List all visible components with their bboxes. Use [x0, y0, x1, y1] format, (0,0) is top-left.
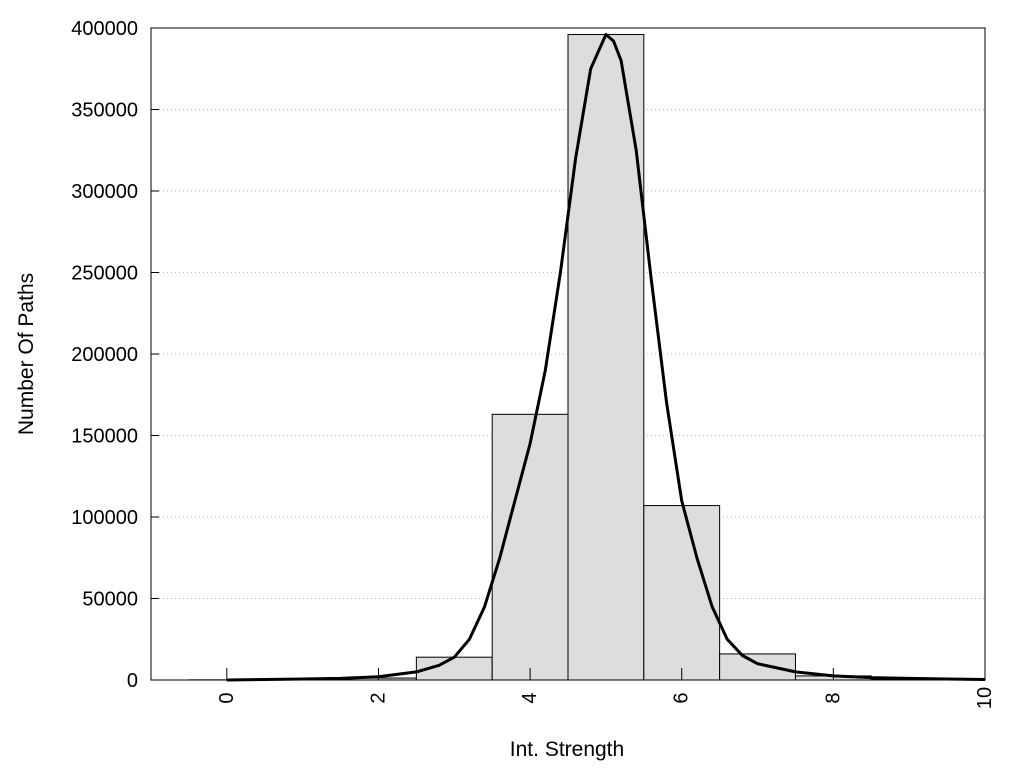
x-tick-label-10: 10 [974, 687, 996, 709]
x-axis-ticks: 0 2 4 6 8 10 [216, 668, 996, 709]
y-tick-label-150000: 150000 [71, 426, 138, 448]
x-tick-label-6: 6 [671, 692, 693, 703]
density-curve [226, 33, 986, 682]
bar-7 [719, 653, 796, 681]
y-tick-label-200000: 200000 [71, 344, 138, 366]
curve-line [226, 33, 986, 682]
x-axis-title: Int. Strength [510, 738, 624, 761]
y-axis-title: Number Of Paths [15, 273, 38, 435]
y-tick-label-0: 0 [127, 670, 138, 692]
x-tick-label-0: 0 [216, 692, 238, 703]
x-tick-label-2: 2 [367, 692, 389, 703]
y-tick-label-250000: 250000 [71, 263, 138, 285]
histogram-bars [188, 34, 948, 681]
y-axis-ticks: 0 50000 100000 150000 200000 250000 300000 3500… [71, 18, 159, 692]
y-tick-label-100000: 100000 [71, 507, 138, 529]
y-tick-label-300000: 300000 [71, 181, 138, 203]
y-tick-label-50000: 50000 [82, 589, 138, 611]
x-tick-label-8: 8 [822, 692, 844, 703]
y-tick-label-350000: 350000 [71, 100, 138, 122]
x-tick-label-4: 4 [519, 692, 541, 703]
y-tick-label-400000: 400000 [71, 18, 138, 40]
bar-5 [567, 34, 645, 681]
